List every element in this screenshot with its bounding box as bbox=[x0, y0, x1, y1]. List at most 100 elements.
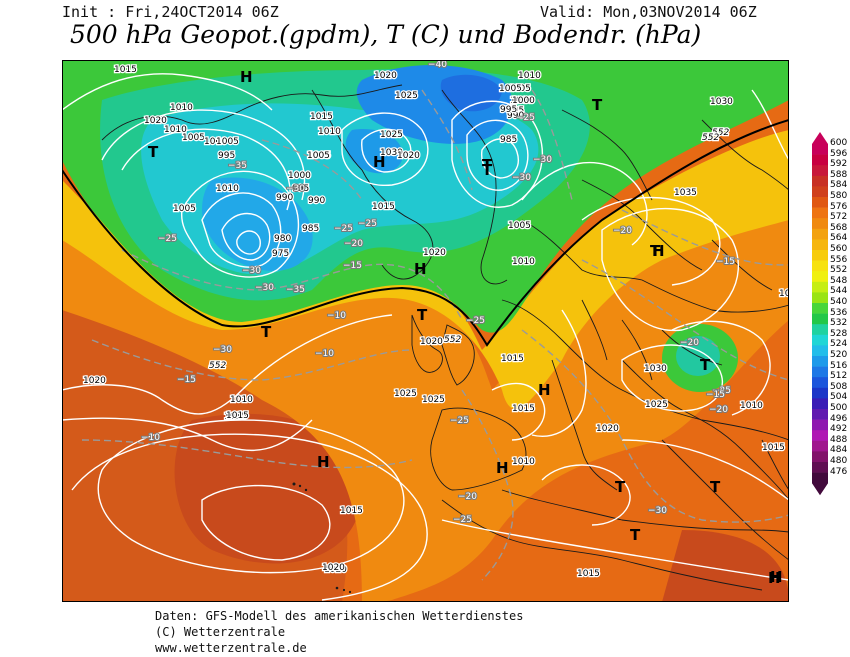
pressure-label: 1015 bbox=[501, 354, 524, 364]
legend-value: 592 bbox=[830, 159, 848, 170]
pressure-label: 1020 bbox=[423, 248, 446, 258]
legend-value: 492 bbox=[830, 424, 848, 435]
legend-swatch bbox=[812, 154, 828, 166]
temperature-label: −15 bbox=[716, 257, 735, 267]
temperature-label: −15 bbox=[343, 261, 362, 271]
legend-swatch bbox=[812, 377, 828, 389]
legend-swatch bbox=[812, 271, 828, 283]
pressure-label: 1005 bbox=[308, 151, 331, 161]
legend-value: 584 bbox=[830, 180, 848, 191]
temperature-label: −30 bbox=[533, 155, 552, 165]
high-pressure-center: H bbox=[414, 260, 427, 278]
legend-swatch bbox=[812, 186, 828, 198]
temperature-label: −30 bbox=[648, 506, 667, 516]
legend-value: 540 bbox=[830, 297, 848, 307]
temperature-label: −15 bbox=[706, 390, 725, 400]
temperature-label: −25 bbox=[516, 113, 535, 123]
legend-value: 544 bbox=[830, 286, 848, 297]
temperature-label: −30 bbox=[213, 345, 232, 355]
legend-value: 568 bbox=[830, 222, 848, 233]
pressure-label: 1010 bbox=[230, 395, 253, 405]
geopot-552-label: 552 bbox=[702, 133, 719, 143]
pressure-label: 1005 bbox=[508, 221, 531, 231]
geopot-552-label: 552 bbox=[209, 361, 226, 371]
legend-swatch bbox=[812, 207, 828, 219]
pressure-label: 1015 bbox=[577, 569, 600, 579]
temperature-label: −35 bbox=[228, 161, 247, 171]
legend-value: 576 bbox=[830, 201, 848, 212]
low-pressure-center: T bbox=[630, 526, 641, 544]
pressure-label: 995 bbox=[292, 184, 309, 194]
init-time: Init : Fri,24OCT2014 06Z bbox=[62, 3, 279, 21]
footer-copyright: (C) Wetterzentrale bbox=[155, 625, 286, 639]
pressure-label: 1010 bbox=[512, 457, 535, 467]
temperature-label: −25 bbox=[466, 316, 485, 326]
legend-swatch bbox=[812, 144, 828, 155]
pressure-label: 1025 bbox=[645, 400, 668, 410]
temperature-label: −25 bbox=[450, 416, 469, 426]
pressure-label: 975 bbox=[272, 249, 289, 259]
legend-swatch bbox=[812, 303, 828, 314]
pressure-label: 1000 bbox=[512, 96, 535, 106]
pressure-label: 1010 bbox=[164, 125, 187, 135]
temperature-label: −20 bbox=[680, 338, 699, 348]
temperature-label: −10 bbox=[141, 433, 160, 443]
pressure-label: 1015 bbox=[114, 65, 137, 75]
pressure-label: 1010 bbox=[740, 401, 763, 411]
pressure-label: 1015 bbox=[226, 411, 249, 421]
pressure-label: 1000 bbox=[288, 171, 311, 181]
legend-value: 556 bbox=[830, 254, 848, 265]
legend-top-arrow bbox=[812, 132, 828, 144]
legend-value: 580 bbox=[830, 191, 848, 201]
pressure-label: 1000 bbox=[204, 137, 227, 147]
legend-value: 500 bbox=[830, 403, 848, 413]
legend-swatch bbox=[812, 260, 828, 272]
legend-value: 508 bbox=[830, 381, 848, 392]
valid-time: Valid: Mon,03NOV2014 06Z bbox=[540, 3, 757, 21]
isobars bbox=[62, 73, 789, 601]
legend-value: 516 bbox=[830, 360, 848, 371]
low-pressure-center: T bbox=[148, 143, 159, 161]
legend-value: 552 bbox=[830, 265, 848, 276]
pressure-label: 1030 bbox=[380, 148, 403, 158]
geopot-552-label: 552 bbox=[712, 128, 729, 138]
high-pressure-center: H bbox=[770, 568, 783, 586]
legend-swatch bbox=[812, 228, 828, 240]
pressure-label: 1010 bbox=[318, 127, 341, 137]
pressure-label: 1020 bbox=[596, 424, 619, 434]
legend-swatch bbox=[812, 440, 828, 452]
legend-swatch bbox=[812, 292, 828, 304]
legend-value: 600 bbox=[830, 138, 848, 148]
legend-value: 560 bbox=[830, 244, 848, 254]
pressure-label: 1025 bbox=[395, 91, 418, 101]
color-legend bbox=[812, 132, 828, 496]
pressure-label: 990 bbox=[308, 196, 325, 206]
pressure-label: 1005 bbox=[307, 151, 330, 161]
pressure-label: 1015 bbox=[310, 112, 333, 122]
temperature-label: −20 bbox=[344, 239, 363, 249]
low-pressure-center: T bbox=[482, 156, 493, 174]
legend-swatch bbox=[812, 281, 828, 293]
legend-value: 480 bbox=[830, 456, 848, 466]
temperature-label: −15 bbox=[177, 375, 196, 385]
pressure-label: 1005 bbox=[508, 84, 531, 94]
pressure-label: 1020 bbox=[324, 565, 347, 575]
pressure-label: 1015 bbox=[224, 412, 247, 422]
pressure-label: 990 bbox=[507, 111, 524, 121]
legend-value: 476 bbox=[830, 466, 848, 477]
temperature-label: −30 bbox=[286, 184, 305, 194]
temperature-label: −20 bbox=[613, 226, 632, 236]
pressure-label: 980 bbox=[274, 234, 291, 244]
temperature-label: −25 bbox=[712, 386, 731, 396]
pressure-label: 1020 bbox=[144, 116, 167, 126]
isotherms bbox=[81, 89, 789, 581]
pressure-label: 1030 bbox=[644, 364, 667, 374]
pressure-label: 1005 bbox=[216, 137, 239, 147]
legend-value: 548 bbox=[830, 275, 848, 286]
temperature-label: −25 bbox=[453, 515, 472, 525]
pressure-label: 1020 bbox=[83, 376, 106, 386]
map-frame bbox=[62, 60, 789, 602]
pressure-label: 1010 bbox=[170, 103, 193, 113]
temperature-label: −40 bbox=[428, 60, 447, 70]
pressure-label: 1025 bbox=[380, 130, 403, 140]
